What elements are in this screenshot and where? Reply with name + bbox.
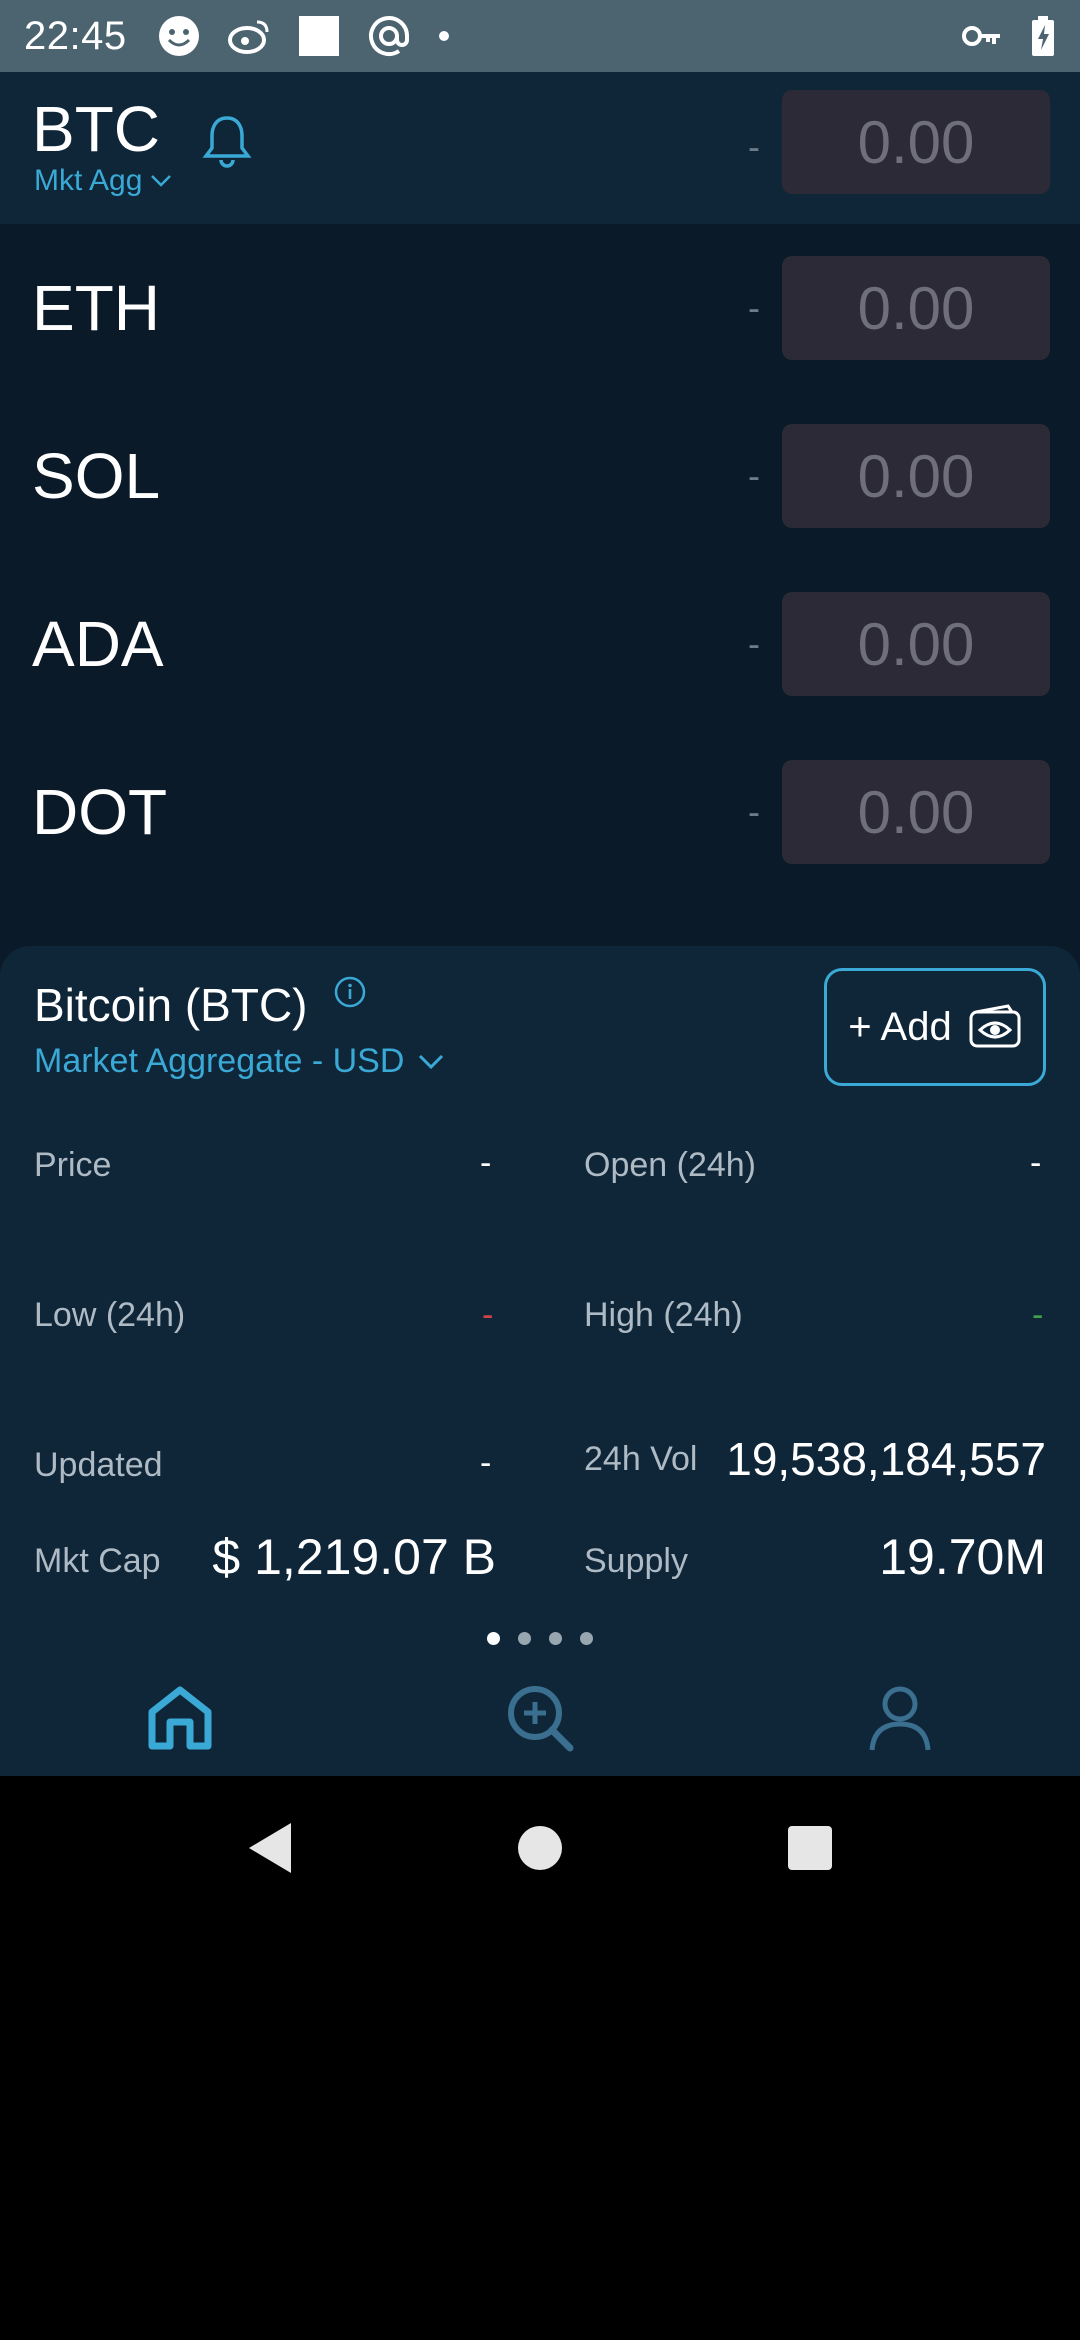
coin-detail-panel: Bitcoin (BTC) Market Aggregate - USD + A… — [0, 946, 1080, 1660]
high-label: High (24h) — [584, 1296, 743, 1334]
status-time: 22:45 — [24, 13, 127, 58]
change-value: - — [748, 287, 760, 328]
status-bar: 22:45 — [0, 0, 1080, 72]
page-indicator[interactable] — [0, 1632, 1080, 1645]
source-selector[interactable]: Market Aggregate - USD — [34, 1042, 444, 1081]
price-box[interactable]: 0.00 — [782, 424, 1050, 528]
chevron-down-icon — [419, 1054, 444, 1069]
info-icon[interactable] — [334, 976, 366, 1013]
open-label: Open (24h) — [584, 1146, 756, 1184]
add-label: + Add — [848, 1004, 952, 1049]
supply-value: 19.70M — [879, 1529, 1046, 1585]
symbol-label: ETH — [32, 272, 160, 344]
recents-icon — [788, 1826, 832, 1870]
price-box[interactable]: 0.00 — [782, 592, 1050, 696]
watchlist-row-btc[interactable]: BTC Mkt Agg - 0.00 — [0, 72, 1080, 224]
nav-search[interactable] — [360, 1660, 720, 1776]
symbol-label: DOT — [32, 776, 168, 848]
bell-icon[interactable] — [200, 112, 254, 173]
updated-value: - — [480, 1444, 492, 1482]
dot-icon — [437, 29, 451, 43]
nav-profile[interactable] — [720, 1660, 1080, 1776]
high-value: - — [1032, 1296, 1044, 1334]
change-value: - — [748, 455, 760, 496]
status-icons-left — [157, 14, 451, 58]
weibo-icon — [227, 16, 271, 56]
profile-icon — [869, 1686, 931, 1751]
square-icon — [297, 14, 341, 58]
mktcap-value: $ 1,219.07 B — [212, 1529, 496, 1585]
low-value: - — [482, 1296, 494, 1334]
battery-charging-icon — [1030, 16, 1056, 56]
updated-label: Updated — [34, 1446, 163, 1484]
supply-label: Supply — [584, 1542, 688, 1580]
open-value: - — [1030, 1144, 1042, 1182]
page-dot[interactable] — [487, 1632, 500, 1645]
status-icons-right — [962, 16, 1056, 56]
smiley-icon — [157, 14, 201, 58]
vol-value: 19,538,184,557 — [726, 1433, 1046, 1485]
price-box[interactable]: 0.00 — [782, 760, 1050, 864]
vol-label: 24h Vol — [584, 1440, 698, 1478]
low-label: Low (24h) — [34, 1296, 186, 1334]
watchlist-row-eth[interactable]: ETH - 0.00 — [0, 224, 1080, 392]
at-icon — [367, 14, 411, 58]
back-icon — [249, 1823, 291, 1873]
wallet-eye-icon — [969, 1004, 1021, 1048]
price-label: Price — [34, 1146, 112, 1184]
page-dot[interactable] — [549, 1632, 562, 1645]
market-source-label: Mkt Agg — [34, 164, 143, 197]
home-circle-icon — [518, 1826, 562, 1870]
chevron-down-icon — [151, 175, 172, 187]
coin-title: Bitcoin (BTC) — [34, 979, 308, 1031]
mktcap-label: Mkt Cap — [34, 1542, 161, 1580]
android-nav-bar — [0, 1776, 1080, 1920]
bottom-nav — [0, 1660, 1080, 1776]
key-icon — [962, 24, 1002, 48]
watchlist-row-dot[interactable]: DOT - 0.00 — [0, 728, 1080, 896]
change-value: - — [748, 623, 760, 664]
add-to-watchlist-button[interactable]: + Add — [824, 968, 1046, 1086]
home-button[interactable] — [405, 1825, 675, 1871]
symbol-label: ADA — [32, 608, 164, 680]
market-source-selector[interactable]: Mkt Agg — [34, 164, 172, 198]
search-add-icon — [508, 1686, 574, 1752]
recents-button[interactable] — [675, 1825, 945, 1871]
symbol-label: BTC — [32, 93, 160, 165]
price-box[interactable]: 0.00 — [782, 256, 1050, 360]
back-button[interactable] — [135, 1821, 405, 1875]
price-box[interactable]: 0.00 — [782, 90, 1050, 194]
watchlist-row-sol[interactable]: SOL - 0.00 — [0, 392, 1080, 560]
price-value: - — [480, 1144, 492, 1182]
watchlist-row-ada[interactable]: ADA - 0.00 — [0, 560, 1080, 728]
nav-home[interactable] — [0, 1660, 360, 1776]
home-icon — [148, 1686, 212, 1750]
page-dot[interactable] — [518, 1632, 531, 1645]
change-value: - — [748, 126, 760, 167]
symbol-label: SOL — [32, 440, 161, 512]
change-value: - — [748, 791, 760, 832]
page-dot[interactable] — [580, 1632, 593, 1645]
source-label: Market Aggregate - USD — [34, 1042, 405, 1080]
